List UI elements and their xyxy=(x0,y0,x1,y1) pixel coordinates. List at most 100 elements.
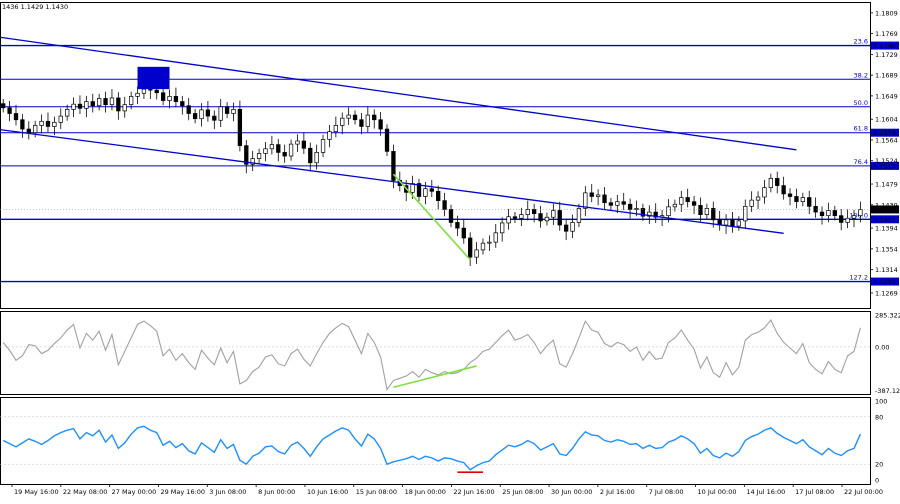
candle-body xyxy=(698,204,703,215)
candle-body xyxy=(787,193,793,197)
candle-body xyxy=(583,192,588,209)
candle-body xyxy=(532,209,537,214)
price-candles xyxy=(1,80,863,266)
candle-body xyxy=(544,216,550,222)
date-tick-label: 22 Jun 16:00 xyxy=(453,488,494,496)
cci-line xyxy=(2,318,861,391)
candle-body xyxy=(487,241,492,244)
candle-body xyxy=(819,211,825,217)
candle-body xyxy=(519,214,524,219)
date-tick-label: 17 Jul 08:00 xyxy=(795,488,834,496)
price-tick-label: 1.1314 xyxy=(875,266,898,274)
candle-body xyxy=(327,131,332,140)
candle-body xyxy=(602,194,607,204)
candle-body xyxy=(576,208,582,223)
candle-body xyxy=(666,206,671,217)
rsi-tick-label: 20 xyxy=(875,461,883,469)
candle-body xyxy=(743,205,748,222)
fib-price-label: 1.1291 xyxy=(873,278,896,286)
candle-body xyxy=(775,177,780,186)
candle-body xyxy=(755,196,761,201)
candle-body xyxy=(160,92,166,101)
candle-body xyxy=(269,144,275,150)
candle-body xyxy=(71,103,76,110)
candle-body xyxy=(711,208,716,221)
cci-tick-label: -387.129 xyxy=(875,387,900,395)
candle-body xyxy=(365,114,370,127)
candle-body xyxy=(340,117,345,126)
current-price-tag xyxy=(871,205,899,214)
cci-indicator xyxy=(0,318,870,391)
channel-line xyxy=(0,128,784,234)
candle-body xyxy=(839,215,844,223)
candle-body xyxy=(58,115,63,123)
candle-body xyxy=(608,202,614,206)
candle-body xyxy=(173,96,179,102)
candle-body xyxy=(851,215,857,219)
candle-body xyxy=(832,210,837,217)
fib-level-label: 61.8 xyxy=(854,125,868,133)
fibonacci-levels: 23.61.174638.250.061.81.157876.41.151410… xyxy=(0,38,899,286)
candle-body xyxy=(749,199,754,207)
candle-body xyxy=(436,190,441,201)
candle-body xyxy=(858,209,863,217)
candle-body xyxy=(122,104,127,112)
candle-body xyxy=(557,210,562,226)
candle-body xyxy=(691,201,697,206)
date-tick-label: 27 May 00:00 xyxy=(112,488,157,496)
price-tick-label: 1.1769 xyxy=(875,30,898,38)
candle-body xyxy=(276,144,281,153)
date-tick-label: 10 Jul 00:00 xyxy=(698,488,737,496)
rsi-tick-label: 0 xyxy=(875,477,879,485)
candle-body xyxy=(500,222,505,234)
date-tick-label: 14 Jul 16:00 xyxy=(746,488,785,496)
candle-body xyxy=(563,224,569,232)
fib-level-label: 76.4 xyxy=(854,158,868,166)
candle-body xyxy=(244,145,249,165)
fib-level-label: 23.6 xyxy=(854,38,868,46)
candle-body xyxy=(416,183,422,197)
date-tick-label: 19 May 16:00 xyxy=(14,488,59,496)
fib-price-label: 1.1514 xyxy=(873,162,896,170)
candle-body xyxy=(218,106,223,121)
chart-header: 1436 1.1429 1.1430 xyxy=(2,3,68,11)
candle-body xyxy=(506,216,511,224)
candle-body xyxy=(20,119,25,130)
candle-body xyxy=(97,98,102,107)
candle-body xyxy=(90,101,95,107)
fib-price-tag xyxy=(871,277,899,286)
candle-body xyxy=(455,222,460,229)
candle-body xyxy=(781,185,786,195)
candle-body xyxy=(525,209,530,215)
candle-body xyxy=(33,125,38,134)
candle-body xyxy=(672,203,678,208)
candle-body xyxy=(800,197,805,203)
candle-body xyxy=(237,109,243,147)
candle-body xyxy=(231,109,236,114)
rsi-line xyxy=(2,425,862,471)
panel-frames xyxy=(0,2,871,485)
divergence-line-price xyxy=(392,173,471,261)
candle-body xyxy=(250,158,255,165)
candle-body xyxy=(410,183,415,193)
candle-body xyxy=(512,216,518,219)
candle-body xyxy=(448,209,454,223)
candle-body xyxy=(391,151,396,181)
candle-body xyxy=(621,201,626,205)
candle-body xyxy=(282,152,287,157)
candle-body xyxy=(589,192,594,197)
date-tick-label: 25 Jun 08:00 xyxy=(502,488,543,496)
date-tick-label: 30 Jun 00:00 xyxy=(551,488,592,496)
candle-body xyxy=(295,140,300,145)
candle-body xyxy=(77,103,83,109)
candle-body xyxy=(301,140,307,149)
candle-body xyxy=(359,119,364,127)
candle-body xyxy=(205,109,211,117)
candle-body xyxy=(595,194,601,197)
candle-body xyxy=(442,200,447,210)
candle-body xyxy=(372,114,377,121)
candle-body xyxy=(685,197,690,203)
rsi-tick-label: 100 xyxy=(875,398,887,406)
